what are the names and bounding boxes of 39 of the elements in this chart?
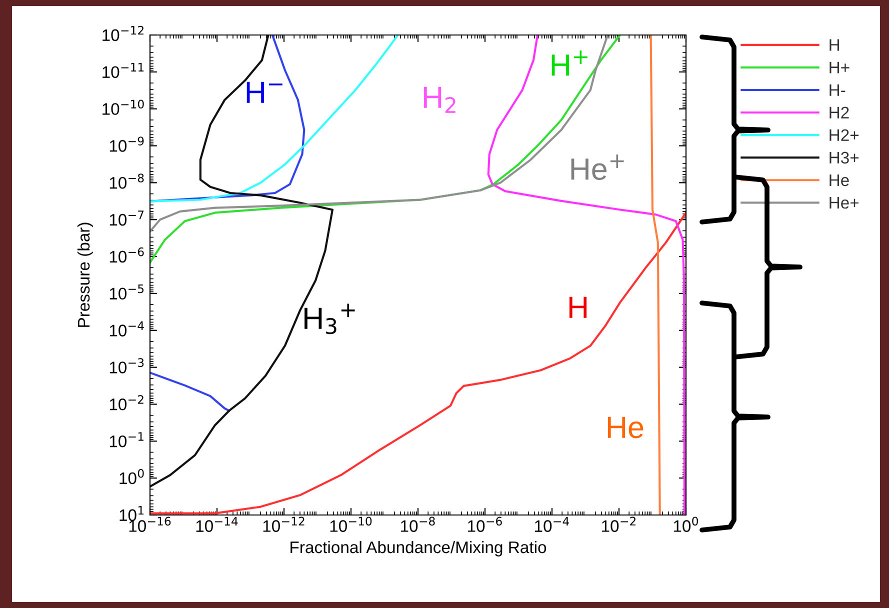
- line-series: [650, 35, 661, 515]
- annotation: H: [569, 296, 587, 318]
- annotation: H$_{3}$$^{+}$: [304, 304, 355, 334]
- y-tick-label: 10$^{−3}$: [110, 358, 144, 374]
- x-tick-label: 10$^{−10}$: [330, 516, 372, 532]
- y-tick-label: 10$^{0}$: [120, 468, 144, 484]
- y-axis-title: Pressure (bar): [77, 222, 93, 327]
- x-tick-label: 10$^{−2}$: [602, 516, 636, 532]
- y-tick-label: 10$^{−9}$: [110, 136, 144, 152]
- y-tick-label: 10$^{−7}$: [110, 210, 144, 226]
- legend-label: H2: [830, 106, 849, 118]
- annotation: H$_{2}$: [424, 86, 456, 113]
- legend-label: He+: [830, 197, 859, 209]
- x-axis-title: Fractional Abundance/Mixing Ratio: [290, 540, 546, 556]
- x-tick-label: 10$^{−8}$: [401, 516, 435, 532]
- x-tick-label: 10$^{−12}$: [263, 516, 304, 532]
- annotation: He$^{+}$: [571, 154, 624, 180]
- y-tick-label: 10$^{−6}$: [110, 247, 144, 263]
- legend-label: He: [830, 174, 849, 186]
- y-tick-label: 10$^{−8}$: [110, 174, 144, 189]
- x-tick-label: 10$^{−14}$: [196, 516, 238, 532]
- x-tick-label: 10$^{−6}$: [468, 516, 502, 532]
- legend-label: H2+: [830, 129, 859, 141]
- y-tick-label: 10$^{−2}$: [110, 395, 144, 410]
- y-tick-label: 10$^{−4}$: [110, 321, 144, 336]
- legend-label: H3+: [830, 152, 859, 164]
- legend-label: H: [830, 39, 840, 51]
- y-tick-label: 10$^{−10}$: [102, 100, 144, 115]
- y-tick-label: 10$^{−11}$: [102, 62, 144, 78]
- annotation: He: [608, 416, 644, 438]
- legend-label: H+: [830, 62, 850, 74]
- x-tick-label: 10$^{−4}$: [535, 516, 569, 532]
- y-tick-label: 10$^{−1}$: [110, 432, 144, 448]
- legend-label: H-: [830, 84, 846, 96]
- y-tick-label: 10$^{−5}$: [110, 284, 144, 300]
- annotation: H$^{−}$: [246, 82, 282, 103]
- y-tick-label: 10$^{−12}$: [102, 26, 144, 42]
- x-tick-label: 10$^{0}$: [674, 516, 698, 532]
- annotation: H$^{+}$: [552, 50, 588, 76]
